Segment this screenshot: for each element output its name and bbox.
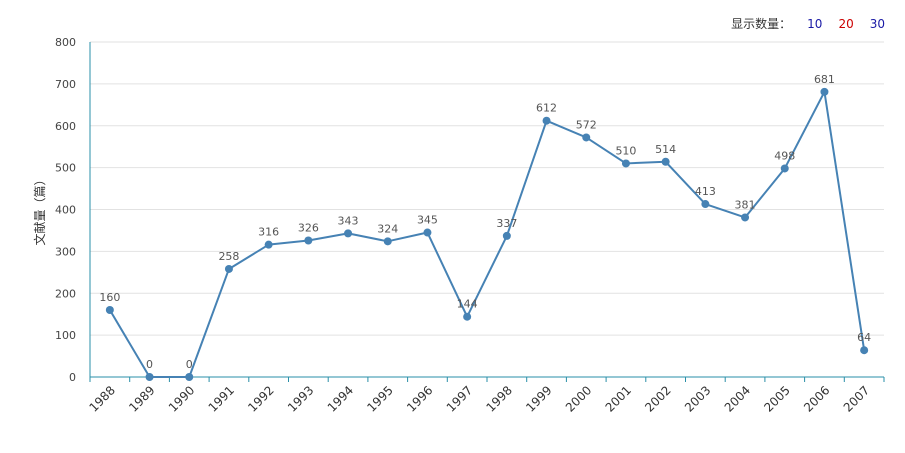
- x-tick-label: 2005: [761, 383, 792, 414]
- x-tick-label: 1996: [404, 383, 435, 414]
- data-point-1992[interactable]: [264, 240, 273, 249]
- y-tick-label: 700: [55, 78, 76, 91]
- series-line: [108, 90, 866, 378]
- data-label-1988: 160: [99, 291, 120, 304]
- data-label-1991: 258: [218, 250, 239, 263]
- x-tick-label: 1993: [285, 383, 316, 414]
- series-layer: [105, 87, 869, 381]
- display-count-selector: 显示数量： 10 20 30: [731, 15, 885, 32]
- data-point-1988[interactable]: [105, 306, 114, 314]
- data-label-1999: 612: [536, 102, 557, 115]
- axes: [89, 42, 885, 382]
- x-tick-label: 1998: [483, 383, 514, 414]
- data-point-2005[interactable]: [780, 164, 789, 173]
- data-point-2000[interactable]: [582, 133, 591, 142]
- data-label-2005: 498: [774, 149, 795, 162]
- x-tick-label: 1997: [444, 383, 475, 414]
- x-tick-label: 2002: [642, 383, 673, 414]
- data-label-2003: 413: [695, 185, 716, 198]
- data-point-1998[interactable]: [502, 231, 511, 240]
- data-label-2004: 381: [735, 198, 756, 211]
- y-tick-label: 100: [55, 329, 76, 342]
- data-point-2001[interactable]: [621, 159, 630, 168]
- data-label-1990: 0: [186, 358, 193, 371]
- x-tick-label: 2003: [682, 383, 713, 414]
- y-tick-label: 0: [69, 371, 76, 384]
- display-count-option-20[interactable]: 20: [838, 16, 854, 31]
- x-tick-label: 1995: [364, 383, 395, 414]
- display-count-option-30[interactable]: 30: [869, 16, 885, 31]
- data-label-2000: 572: [576, 118, 597, 131]
- data-point-2002[interactable]: [661, 157, 670, 166]
- x-tick-label: 2001: [603, 383, 634, 414]
- y-axis-title: 文献量（篇）: [32, 173, 47, 245]
- grid-lines: [90, 41, 884, 336]
- display-count-option-10[interactable]: 10: [807, 16, 823, 31]
- data-label-1992: 316: [258, 226, 279, 239]
- data-label-2001: 510: [615, 144, 636, 157]
- data-point-1993[interactable]: [304, 236, 313, 245]
- y-tick-label: 500: [55, 162, 76, 175]
- data-label-1996: 345: [417, 214, 438, 227]
- data-point-2003[interactable]: [701, 200, 710, 209]
- x-tick-label: 2000: [563, 383, 594, 414]
- data-label-1994: 343: [338, 214, 359, 227]
- data-point-1989[interactable]: [145, 373, 154, 381]
- x-tick-label: 1999: [523, 383, 554, 414]
- data-label-1995: 324: [377, 222, 398, 235]
- y-tick-label: 600: [55, 120, 76, 133]
- x-tick-label: 1990: [166, 383, 197, 414]
- x-tick-label: 1988: [86, 383, 117, 414]
- data-point-1991[interactable]: [224, 264, 233, 273]
- data-label-1993: 326: [298, 221, 319, 234]
- data-point-1995[interactable]: [383, 237, 392, 246]
- data-label-2007: 64: [857, 331, 871, 344]
- data-point-2007[interactable]: [860, 346, 869, 355]
- display-count-label: 显示数量：: [731, 17, 792, 31]
- y-tick-label: 400: [55, 204, 76, 217]
- data-point-1990[interactable]: [185, 373, 194, 381]
- data-point-2006[interactable]: [820, 87, 829, 96]
- data-label-1997: 144: [457, 298, 478, 311]
- data-label-1989: 0: [146, 358, 153, 371]
- y-tick-label: 200: [55, 287, 76, 300]
- data-point-1994[interactable]: [344, 229, 353, 238]
- data-point-1999[interactable]: [542, 116, 551, 125]
- x-tick-label: 2007: [841, 383, 872, 414]
- data-labels: 160 0 0 258 316 326 343 324 345 144 337 612 572 510 51…: [99, 73, 871, 371]
- data-point-1997[interactable]: [463, 312, 472, 321]
- y-tick-label: 300: [55, 245, 76, 258]
- data-label-2002: 514: [655, 143, 676, 156]
- data-label-1998: 337: [496, 217, 517, 230]
- y-tick-label: 800: [55, 36, 76, 49]
- x-tick-label: 1994: [325, 383, 356, 414]
- x-tick-label: 2006: [801, 383, 832, 414]
- x-tick-label: 2004: [722, 383, 753, 414]
- x-tick-label: 1989: [126, 383, 157, 414]
- x-tick-label: 1992: [245, 383, 276, 414]
- data-label-2006: 681: [814, 73, 835, 86]
- x-tick-label: 1991: [206, 383, 237, 414]
- data-point-1996[interactable]: [423, 228, 432, 237]
- data-point-2004[interactable]: [741, 213, 750, 222]
